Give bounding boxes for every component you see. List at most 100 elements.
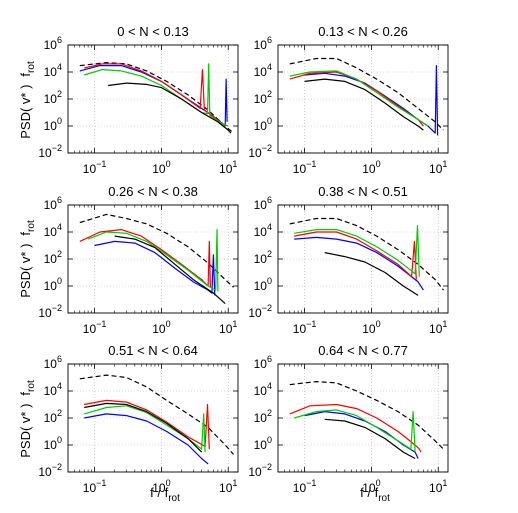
y-tick-label: 10−2	[38, 303, 62, 320]
x-tick-label: 100	[362, 159, 380, 176]
series-line	[79, 62, 234, 134]
y-axis-label-subscript: rot	[26, 380, 37, 392]
series-line	[114, 235, 226, 305]
series-line	[304, 78, 424, 131]
series-line	[289, 57, 444, 131]
chart-panel-5: 0.51 < N < 0.64 10−1 100 101 10−2 100 102 104 10…	[38, 343, 239, 495]
x-tick-label: 100	[362, 478, 380, 495]
series-line	[294, 225, 420, 277]
y-tick-label: 10−2	[38, 143, 62, 160]
series-line	[324, 252, 419, 296]
y-axis-label-row1: PSD( v* ) frot	[18, 61, 37, 139]
series-line	[84, 405, 206, 453]
x-axis-label-left: f / frot	[150, 485, 180, 504]
chart-panel-3: 0.26 < N < 0.38 10−1 100 101 10−2 100 102 104 10…	[38, 184, 239, 336]
chart-title: 0.64 < N < 0.77	[318, 343, 408, 358]
y-axis-label-main: PSD( v* )	[18, 244, 33, 298]
y-axis-label-subscript: rot	[26, 220, 37, 232]
y-axis-label-row2: PSD( v* ) frot	[18, 220, 37, 298]
series-line	[294, 409, 416, 453]
x-axis-label-right: f / frot	[360, 485, 390, 504]
x-tick-label: 101	[429, 319, 447, 336]
series-line	[289, 381, 444, 450]
series-line	[304, 65, 439, 136]
x-tick-label: 101	[219, 319, 237, 336]
series-line	[289, 403, 422, 453]
y-tick-label: 106	[44, 354, 62, 371]
y-tick-label: 106	[254, 354, 272, 371]
chart-title: 0 < N < 0.13	[117, 24, 189, 39]
x-tick-label: 10−1	[293, 478, 317, 495]
x-axis-label-main: f / f	[360, 485, 378, 500]
y-axis-label-main: PSD( v* )	[18, 404, 33, 458]
x-tick-label: 100	[152, 319, 170, 336]
chart-panel-4: 0.38 < N < 0.51 10−1 100 101 10−2 100 102 104 10…	[248, 184, 449, 336]
y-axis-label-main: PSD( v* )	[18, 85, 33, 139]
y-tick-label: 104	[254, 62, 272, 79]
x-tick-label: 101	[219, 478, 237, 495]
y-axis-label-sub: f	[18, 232, 33, 236]
y-tick-label: 104	[44, 381, 62, 398]
y-tick-label: 100	[254, 276, 272, 293]
y-tick-label: 104	[44, 62, 62, 79]
x-tick-label: 10−1	[293, 159, 317, 176]
y-tick-label: 10−2	[248, 462, 272, 479]
y-tick-label: 100	[44, 435, 62, 452]
y-tick-label: 104	[44, 222, 62, 239]
y-tick-label: 10−2	[248, 143, 272, 160]
x-tick-label: 10−1	[83, 159, 107, 176]
chart-panel-1: 0 < N < 0.13 10−1 100 101 10−2 100 102 104 106	[38, 24, 239, 176]
y-tick-label: 10−2	[38, 462, 62, 479]
series-line	[84, 399, 210, 450]
x-tick-label: 101	[429, 478, 447, 495]
y-axis-label-sub: f	[18, 73, 33, 77]
series-line	[84, 63, 226, 127]
y-tick-label: 100	[254, 435, 272, 452]
y-tick-label: 106	[254, 35, 272, 52]
series-line	[84, 402, 203, 453]
y-tick-label: 102	[44, 408, 62, 425]
series-line	[79, 213, 234, 288]
series-line	[94, 240, 216, 296]
x-tick-label: 10−1	[83, 478, 107, 495]
x-tick-label: 100	[362, 319, 380, 336]
y-axis-label-subscript: rot	[26, 61, 37, 73]
series-line	[294, 231, 417, 280]
y-tick-label: 104	[254, 222, 272, 239]
series-line	[289, 70, 429, 127]
y-tick-label: 100	[254, 116, 272, 133]
y-tick-label: 102	[44, 249, 62, 266]
x-axis-label-subscript: rot	[168, 493, 180, 504]
series-line	[84, 63, 229, 127]
chart-panel-6: 0.64 < N < 0.77 10−1 100 101 10−2 100 102 104 10…	[248, 343, 449, 495]
x-tick-label: 100	[152, 478, 170, 495]
y-tick-label: 106	[254, 195, 272, 212]
chart-panel-2: 0.13 < N < 0.26 10−1 100 101 10−2 100 102 104 10…	[248, 24, 449, 176]
series-line	[84, 413, 209, 465]
y-axis-label-sub: f	[18, 392, 33, 396]
x-tick-label: 100	[152, 159, 170, 176]
series-line	[289, 217, 444, 291]
y-tick-label: 10−2	[248, 303, 272, 320]
x-tick-label: 101	[219, 159, 237, 176]
y-tick-label: 104	[254, 381, 272, 398]
chart-title: 0.51 < N < 0.64	[108, 343, 198, 358]
y-tick-label: 102	[44, 89, 62, 106]
y-tick-label: 102	[254, 249, 272, 266]
y-tick-label: 100	[44, 276, 62, 293]
series-line	[324, 418, 416, 460]
series-line	[294, 236, 424, 291]
series-line	[108, 82, 232, 134]
x-axis-label-main: f / f	[150, 485, 168, 500]
series-line	[79, 374, 234, 455]
chart-title: 0.38 < N < 0.51	[318, 184, 408, 199]
y-axis-label-row3: PSD( v* ) frot	[18, 380, 37, 458]
chart-title: 0.26 < N < 0.38	[108, 184, 198, 199]
chart-title: 0.13 < N < 0.26	[318, 24, 408, 39]
x-tick-label: 10−1	[293, 319, 317, 336]
x-axis-label-subscript: rot	[378, 493, 390, 504]
x-tick-label: 101	[429, 159, 447, 176]
y-tick-label: 106	[44, 195, 62, 212]
